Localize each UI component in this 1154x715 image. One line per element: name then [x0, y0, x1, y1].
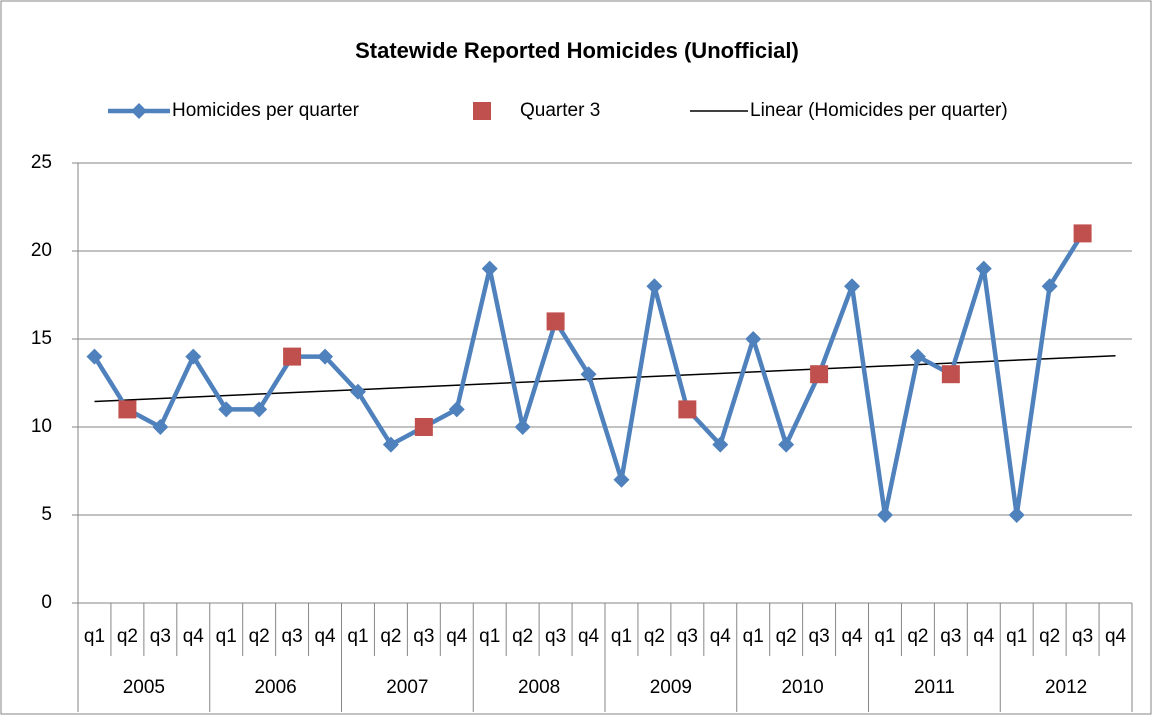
- point-marker: [251, 401, 268, 418]
- x-tick-label: q2: [380, 626, 401, 647]
- x-tick-label: q4: [1105, 626, 1127, 647]
- x-tick-label: q2: [249, 626, 270, 647]
- x-tick-label: q4: [183, 626, 205, 647]
- point-marker: [1073, 224, 1092, 243]
- x-tick-label: q4: [578, 626, 600, 647]
- x-tick-label: q1: [84, 626, 105, 647]
- x-tick-label: q1: [611, 626, 632, 647]
- point-marker: [844, 278, 861, 295]
- point-marker: [1041, 278, 1058, 295]
- point-marker: [613, 471, 630, 488]
- point-marker: [218, 401, 235, 418]
- point-marker: [448, 401, 465, 418]
- point-marker: [152, 419, 169, 435]
- legend-swatch: [131, 103, 147, 119]
- y-tick-label: 15: [31, 328, 52, 349]
- x-group-label: 2006: [254, 677, 296, 698]
- x-tick-label: q3: [940, 626, 961, 647]
- x-tick-label: q1: [347, 626, 368, 647]
- x-tick-label: q3: [150, 626, 171, 647]
- point-marker: [712, 436, 729, 453]
- x-tick-label: q4: [446, 626, 468, 647]
- point-marker: [414, 418, 433, 436]
- x-group-label: 2009: [650, 677, 692, 698]
- point-marker: [481, 260, 498, 277]
- legend-label: Linear (Homicides per quarter): [750, 100, 1008, 121]
- point-marker: [975, 260, 992, 277]
- x-tick-label: q1: [1006, 626, 1027, 647]
- y-tick-label: 20: [31, 240, 52, 261]
- legend-swatch: [473, 102, 491, 120]
- y-tick-label: 10: [31, 416, 52, 437]
- x-tick-label: q2: [644, 626, 665, 647]
- x-tick-label: q1: [216, 626, 237, 647]
- y-tick-label: 0: [41, 592, 52, 613]
- x-group-label: 2007: [386, 677, 428, 698]
- point-marker: [1008, 507, 1025, 523]
- chart-title: Statewide Reported Homicides (Unofficial…: [355, 38, 799, 63]
- point-marker: [86, 348, 103, 365]
- point-marker: [909, 348, 926, 365]
- x-tick-label: q3: [677, 626, 698, 647]
- x-tick-label: q4: [841, 626, 863, 647]
- legend-label: Quarter 3: [520, 100, 600, 121]
- point-marker: [283, 347, 302, 366]
- x-tick-label: q2: [117, 626, 138, 647]
- x-tick-label: q4: [973, 626, 995, 647]
- point-marker: [810, 365, 829, 384]
- point-marker: [546, 312, 565, 331]
- point-marker: [646, 278, 663, 295]
- x-group-label: 2008: [518, 677, 560, 698]
- x-tick-label: q3: [1072, 626, 1093, 647]
- x-group-label: 2012: [1045, 677, 1087, 698]
- x-tick-label: q2: [776, 626, 797, 647]
- point-marker: [382, 436, 399, 453]
- point-marker: [514, 419, 531, 435]
- point-marker: [778, 436, 795, 453]
- x-group-label: 2005: [123, 677, 165, 698]
- x-tick-label: q1: [874, 626, 895, 647]
- point-marker: [118, 400, 137, 419]
- legend-label: Homicides per quarter: [172, 100, 360, 121]
- x-group-label: 2011: [914, 677, 955, 698]
- x-tick-label: q4: [710, 626, 732, 647]
- point-marker: [185, 348, 202, 365]
- point-marker: [580, 366, 597, 383]
- x-tick-label: q2: [907, 626, 928, 647]
- x-group-label: 2010: [781, 677, 823, 698]
- point-marker: [349, 383, 366, 400]
- y-tick-label: 25: [31, 152, 52, 173]
- y-tick-label: 5: [41, 504, 52, 525]
- point-marker: [941, 365, 960, 384]
- x-tick-label: q1: [743, 626, 764, 647]
- x-tick-label: q3: [413, 626, 434, 647]
- x-tick-label: q4: [314, 626, 336, 647]
- point-marker: [876, 507, 893, 523]
- x-tick-label: q3: [545, 626, 566, 647]
- point-marker: [745, 331, 762, 347]
- point-marker: [317, 348, 334, 365]
- x-tick-label: q1: [479, 626, 500, 647]
- x-tick-label: q3: [809, 626, 830, 647]
- x-tick-label: q2: [512, 626, 533, 647]
- x-tick-label: q2: [1039, 626, 1060, 647]
- point-marker: [678, 400, 697, 419]
- trend-line: [94, 354, 1116, 403]
- x-tick-label: q3: [282, 626, 303, 647]
